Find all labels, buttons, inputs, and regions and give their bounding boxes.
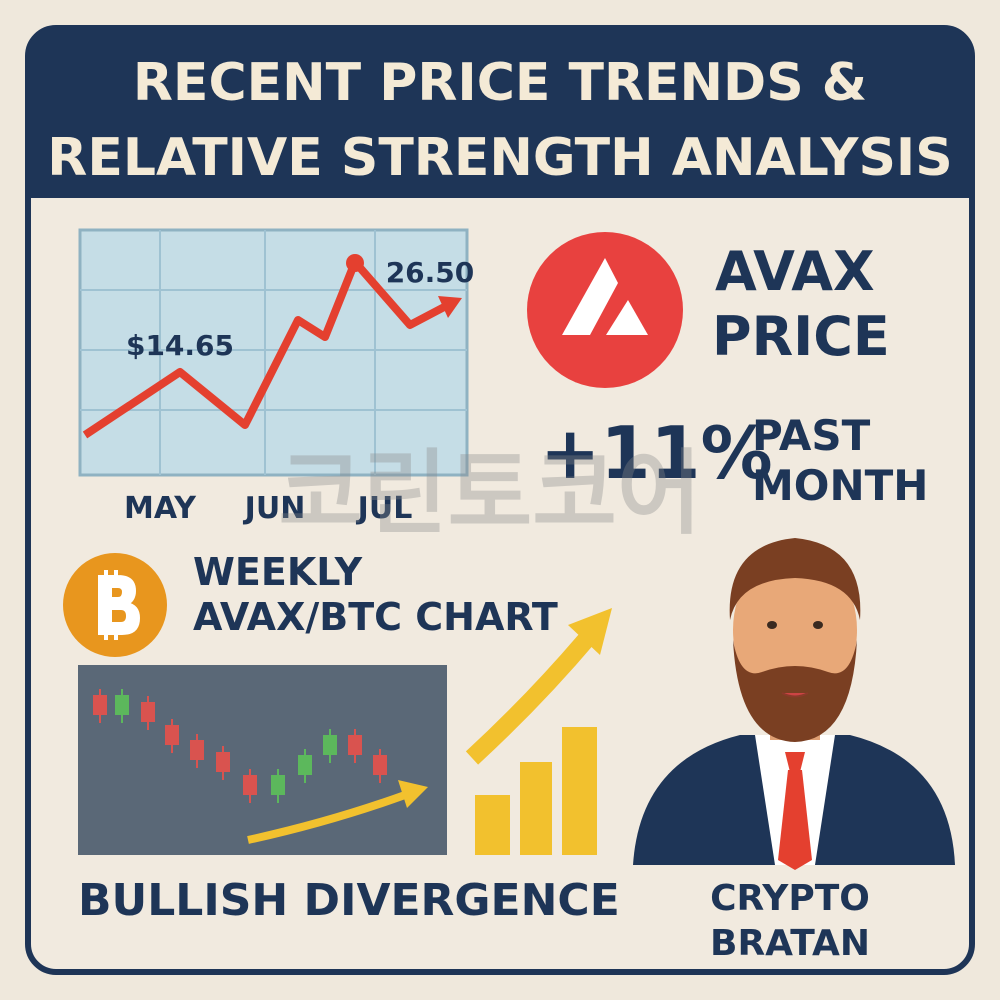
grid — [80, 230, 467, 475]
deco-bar — [475, 795, 510, 855]
title-line: RECENT PRICE TRENDS & — [133, 53, 867, 113]
title-line: RELATIVE STRENGTH ANALYSIS — [47, 128, 952, 188]
btc-title: WEEKLY — [193, 550, 363, 594]
avax-logo-mark — [562, 258, 618, 335]
arrow-head — [568, 608, 612, 655]
candle-body — [298, 755, 312, 775]
avax-title: AVAX — [715, 240, 875, 303]
header-band — [28, 28, 972, 198]
candle-body — [141, 702, 155, 722]
up-arrow — [465, 629, 597, 765]
peak-label: 26.50 — [386, 256, 475, 289]
candle-chart — [78, 665, 447, 855]
month-label: JUL — [356, 491, 413, 526]
avax-logo — [527, 232, 683, 388]
candle-body — [115, 695, 129, 715]
arrow-head — [398, 780, 428, 808]
caption: BULLISH DIVERGENCE — [78, 875, 620, 926]
divergence-arrow — [247, 791, 407, 844]
chart-bg — [78, 228, 469, 477]
avax-change: +11% — [540, 411, 773, 495]
candle-body — [271, 775, 285, 795]
deco-bar — [562, 727, 597, 855]
avax-period: MONTH — [752, 461, 928, 510]
price-chart: $14.65 26.50 MAY JUN JUL — [78, 228, 475, 526]
candle-body — [243, 775, 257, 795]
candle-body — [216, 752, 230, 772]
btc-symbol — [98, 570, 141, 640]
person — [633, 538, 955, 870]
candle-body — [93, 695, 107, 715]
candle-body — [373, 755, 387, 775]
month-label: JUN — [243, 491, 306, 526]
avax-period: PAST — [752, 411, 871, 460]
watermark: 코린토코어 — [278, 440, 701, 547]
btc-title: AVAX/BTC CHART — [193, 595, 558, 639]
month-label: MAY — [124, 491, 197, 526]
start-label: $14.65 — [126, 329, 234, 362]
person-name: CRYPTO — [710, 878, 870, 919]
avax-logo-mark — [606, 300, 648, 335]
candles — [93, 689, 387, 803]
deco-bar — [520, 762, 552, 855]
person-name: BRATAN — [710, 923, 870, 964]
candle-body — [323, 735, 337, 755]
avax-title: PRICE — [712, 305, 890, 368]
peak-dot — [346, 254, 364, 272]
candle-body — [165, 725, 179, 745]
candle-body — [190, 740, 204, 760]
price-line — [82, 258, 450, 439]
candle-body — [348, 735, 362, 755]
arrow-head — [438, 296, 462, 318]
